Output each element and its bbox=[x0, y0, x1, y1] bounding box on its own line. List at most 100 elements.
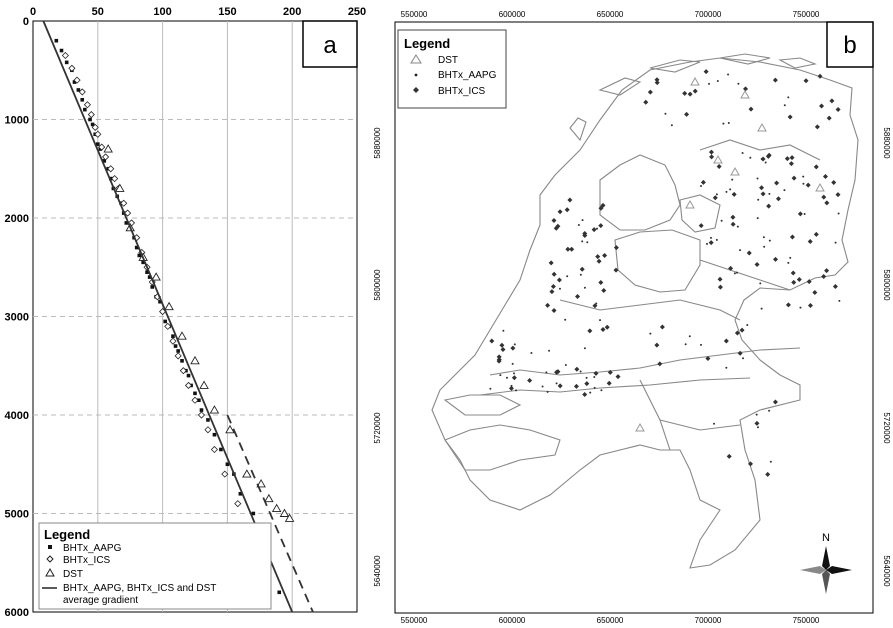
map-well-ics bbox=[682, 90, 688, 96]
map-well-ics bbox=[613, 245, 619, 251]
map-well-ics bbox=[821, 273, 827, 279]
point-bhtx-ics bbox=[179, 367, 187, 375]
map-well-aapg bbox=[593, 386, 596, 389]
panel-b-y-ticks: 5880000 5880000 5800000 5800000 5720000 57200… bbox=[373, 127, 891, 587]
map-well-ics bbox=[737, 350, 743, 356]
map-well-ics bbox=[730, 221, 736, 227]
y-tick-label: 1000 bbox=[5, 115, 29, 127]
map-well-dst bbox=[757, 122, 767, 132]
point-bhtx-aapg bbox=[124, 221, 129, 225]
point-dst bbox=[151, 272, 161, 281]
map-well-ics bbox=[772, 399, 778, 405]
map-well-aapg bbox=[506, 376, 509, 379]
map-well-aapg bbox=[727, 121, 730, 124]
x-tick-label: 50 bbox=[92, 6, 104, 18]
map-well-ics bbox=[574, 366, 580, 372]
map-well-aapg bbox=[756, 426, 759, 429]
map-well-ics bbox=[717, 284, 723, 290]
point-bhtx-aapg bbox=[145, 270, 149, 274]
map-well-aapg bbox=[769, 460, 772, 463]
map-well-dst bbox=[713, 154, 723, 164]
y-tick-label: 5000 bbox=[5, 509, 29, 521]
panel-a-label-box bbox=[302, 20, 358, 68]
panel-a-legend-item-dst: DST bbox=[63, 569, 83, 580]
map-x-tick-label: 750000 bbox=[793, 10, 820, 19]
map-well-aapg bbox=[762, 236, 765, 239]
x-tick-label: 150 bbox=[218, 6, 236, 18]
map-well-ics bbox=[748, 461, 754, 467]
map-well-ics bbox=[760, 191, 766, 197]
point-bhtx-aapg bbox=[134, 245, 139, 250]
map-well-aapg bbox=[649, 332, 652, 335]
map-well-aapg bbox=[585, 376, 588, 379]
map-y-tick-label: 5800000 bbox=[882, 269, 891, 301]
point-bhtx-ics bbox=[120, 199, 128, 207]
map-well-ics bbox=[785, 302, 791, 308]
point-bhtx-aapg bbox=[150, 285, 155, 289]
map-well-aapg bbox=[706, 242, 709, 245]
point-bhtx-ics bbox=[234, 500, 242, 508]
map-well-aapg bbox=[684, 343, 687, 346]
map-well-dst bbox=[740, 89, 750, 99]
point-bhtx-ics bbox=[197, 411, 206, 419]
map-well-ics bbox=[604, 324, 610, 330]
panel-a-y-ticks: 0 1000 2000 3000 4000 5000 6000 bbox=[5, 16, 29, 619]
point-bhtx-aapg bbox=[137, 253, 142, 258]
point-bhtx-ics bbox=[94, 130, 102, 138]
map-well-aapg bbox=[760, 307, 763, 310]
x-tick-label: 0 bbox=[30, 6, 36, 18]
map-well-ics bbox=[765, 153, 771, 159]
map-well-ics bbox=[728, 265, 734, 271]
map-y-tick-label: 5720000 bbox=[882, 412, 891, 444]
map-well-aapg bbox=[499, 374, 502, 377]
map-well-ics bbox=[687, 91, 693, 97]
map-well-ics bbox=[654, 342, 660, 348]
panel-a: 0 50 100 150 200 250 0 1000 2000 3000 4000 5000 600… bbox=[5, 6, 367, 619]
map-well-ics bbox=[822, 173, 828, 179]
map-well-aapg bbox=[583, 286, 586, 289]
map-y-tick-label: 5640000 bbox=[373, 555, 382, 587]
map-well-ics bbox=[723, 338, 729, 344]
y-tick-label: 4000 bbox=[5, 410, 29, 422]
map-well-ics bbox=[569, 246, 575, 252]
map-well-aapg bbox=[709, 236, 712, 239]
map-well-ics bbox=[708, 240, 714, 246]
map-well-ics bbox=[708, 149, 714, 155]
point-bhtx-ics bbox=[221, 470, 229, 478]
point-bhtx-aapg bbox=[90, 122, 95, 127]
map-well-aapg bbox=[760, 157, 763, 160]
map-well-ics bbox=[765, 471, 771, 477]
map-well-aapg bbox=[725, 190, 728, 193]
map-well-ics bbox=[789, 234, 795, 240]
point-bhtx-ics bbox=[107, 165, 115, 173]
point-bhtx-aapg bbox=[238, 492, 243, 496]
panel-a-x-ticks: 0 50 100 150 200 250 bbox=[30, 6, 366, 18]
map-well-aapg bbox=[720, 219, 723, 222]
province-line-2 bbox=[699, 259, 791, 291]
map-well-ics bbox=[726, 453, 732, 459]
map-well-ics bbox=[773, 256, 779, 262]
x-tick-label: 200 bbox=[283, 6, 301, 18]
point-bhtx-ics bbox=[102, 153, 110, 161]
map-well-ics bbox=[606, 380, 612, 386]
map-well-ics bbox=[835, 107, 841, 113]
panel-a-lines bbox=[42, 20, 314, 613]
map-well-ics bbox=[602, 252, 608, 258]
map-well-aapg bbox=[768, 192, 771, 195]
map-x-tick-label: 700000 bbox=[695, 10, 722, 19]
map-well-ics bbox=[754, 262, 760, 268]
map-well-ics bbox=[565, 246, 571, 252]
province-line-5 bbox=[659, 419, 741, 431]
point-dst bbox=[284, 513, 295, 522]
map-well-aapg bbox=[768, 409, 771, 412]
map-well-ics bbox=[748, 106, 754, 112]
x-tick-label: 100 bbox=[153, 6, 171, 18]
map-well-ics bbox=[730, 214, 736, 220]
map-x-tick-label: 700000 bbox=[695, 616, 722, 625]
map-well-ics bbox=[829, 98, 835, 104]
map-well-ics bbox=[596, 258, 602, 264]
map-well-aapg bbox=[733, 272, 736, 275]
panel-b-points bbox=[489, 69, 841, 477]
map-well-ics bbox=[709, 154, 715, 160]
map-well-ics bbox=[700, 179, 706, 185]
